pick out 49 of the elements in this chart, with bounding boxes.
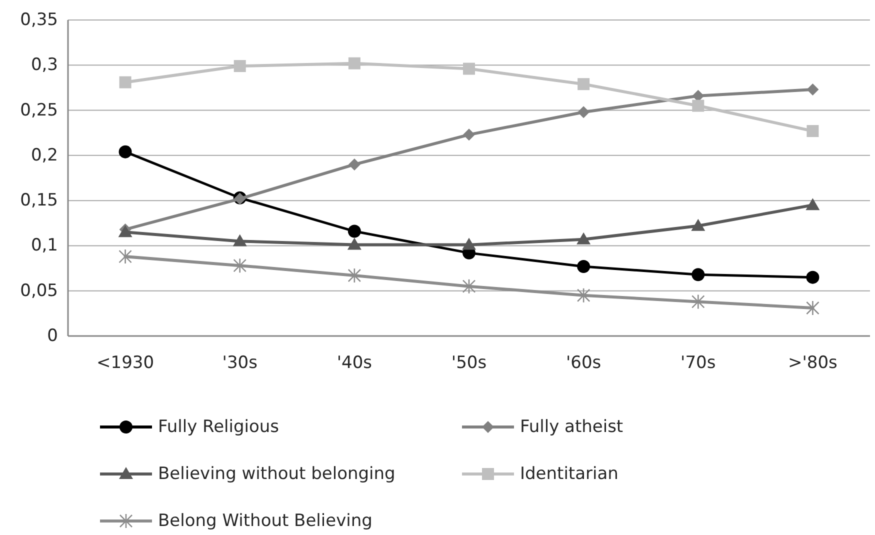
point	[119, 76, 132, 88]
point	[806, 300, 820, 316]
y-tick-label: 0	[47, 326, 58, 346]
point	[462, 238, 476, 250]
point	[806, 270, 820, 284]
point	[348, 158, 360, 170]
y-tick-label: 0,3	[30, 55, 58, 76]
x-tick-label: '30s	[222, 353, 258, 373]
x-tick-label: '50s	[451, 353, 487, 373]
y-tick-label: 0,1	[30, 236, 58, 256]
point	[347, 238, 362, 250]
point	[348, 268, 362, 284]
point	[462, 278, 476, 294]
point	[692, 100, 704, 112]
point	[691, 294, 705, 310]
legend-label: Belong Without Believing	[158, 511, 372, 531]
x-tick-label: <1930	[96, 353, 154, 373]
point	[806, 198, 820, 210]
x-tick-label: '40s	[336, 353, 372, 373]
y-tick-label: 0,15	[20, 190, 58, 211]
point	[232, 234, 247, 246]
y-tick-label: 0,2	[30, 145, 58, 166]
y-tick-label: 0,25	[20, 100, 58, 120]
point	[463, 62, 475, 75]
point	[576, 288, 590, 304]
point	[577, 260, 590, 273]
point	[348, 57, 360, 70]
legend-label: Fully Religious	[158, 417, 280, 437]
y-tick-label: 0,35	[20, 10, 58, 30]
point	[692, 268, 705, 282]
point	[463, 128, 475, 141]
point	[118, 248, 132, 264]
point	[806, 125, 819, 138]
point	[348, 224, 361, 238]
point	[118, 145, 132, 158]
x-tick-label: '70s	[680, 353, 716, 373]
point	[578, 106, 590, 118]
y-tick-label: 0,05	[20, 280, 58, 301]
legend-label: Identitarian	[520, 464, 618, 484]
x-tick-label: >'80s	[788, 353, 838, 373]
legend-label: Fully atheist	[520, 417, 624, 437]
point	[234, 60, 246, 72]
x-tick-label: '60s	[566, 353, 602, 373]
point	[578, 78, 590, 90]
point	[691, 218, 706, 231]
point	[576, 232, 591, 244]
point	[806, 84, 819, 96]
point	[233, 258, 247, 274]
legend-label: Believing without belonging	[158, 464, 396, 484]
